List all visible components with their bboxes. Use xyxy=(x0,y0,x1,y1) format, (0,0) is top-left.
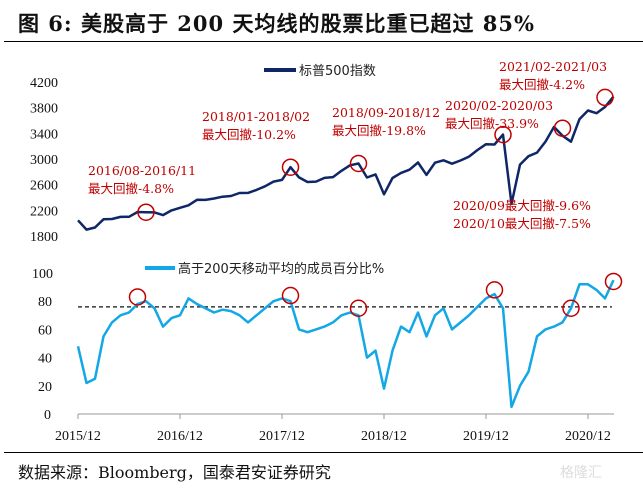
breadth-circle xyxy=(485,281,504,299)
source-rule xyxy=(4,452,643,453)
annotation-2018-09: 2018/09-2018/12 最大回撤-19.8% xyxy=(332,105,441,138)
breadth-circle xyxy=(562,299,580,317)
x-tick-label: 2019/12 xyxy=(463,429,509,444)
y-tick-bottom: 40 xyxy=(38,352,52,367)
y-tick-top: 3400 xyxy=(30,127,58,142)
title-rule xyxy=(4,41,643,42)
drawdown-circle xyxy=(281,158,300,176)
breadth-circle xyxy=(604,272,623,291)
legend-label-sp500: 标普500指数 xyxy=(299,64,376,79)
drawdown-circle xyxy=(596,88,614,107)
y-tick-top: 2600 xyxy=(30,179,58,194)
y-tick-top: 3000 xyxy=(30,153,58,168)
y-tick-top: 3800 xyxy=(30,102,58,117)
drawdown-circle xyxy=(137,203,155,221)
annotation-2016: 2016/08-2016/11 最大回撤-4.8% xyxy=(88,163,197,196)
x-tick-label: 2020/12 xyxy=(565,429,611,444)
y-tick-bottom: 20 xyxy=(38,380,52,395)
y-tick-bottom: 0 xyxy=(44,408,51,423)
y-tick-top: 1800 xyxy=(30,230,58,245)
legend-label-breadth: 高于200天移动平均的成员百分比% xyxy=(178,261,384,277)
figure-title: 图 6: 美股高于 200 天均线的股票比重已超过 85% xyxy=(18,11,535,36)
y-tick-top: 4200 xyxy=(30,76,58,91)
annotation-2018-01: 2018/01-2018/02 最大回撤-10.2% xyxy=(202,109,311,142)
drawdown-circle xyxy=(494,125,512,144)
drawdown-circle xyxy=(553,119,572,137)
breadth-circle xyxy=(128,288,147,306)
watermark: 格隆汇 xyxy=(560,465,602,481)
y-tick-top: 2200 xyxy=(30,204,58,219)
annotation-2020-02: 2020/02-2020/03 最大回撤-33.9% xyxy=(445,98,554,131)
breadth-circle xyxy=(349,299,368,317)
y-tick-bottom: 80 xyxy=(38,295,52,310)
annotation-2020-09: 2020/09最大回撤-9.6% 2020/10最大回撤-7.5% xyxy=(453,198,591,231)
y-tick-bottom: 60 xyxy=(38,323,52,338)
y-tick-bottom: 100 xyxy=(32,267,53,282)
x-tick-label: 2017/12 xyxy=(259,429,305,444)
drawdown-circle xyxy=(349,154,368,173)
x-tick-label: 2015/12 xyxy=(55,429,101,444)
breadth-circle xyxy=(281,286,300,305)
sp500-line xyxy=(77,95,615,231)
x-tick-label: 2018/12 xyxy=(361,429,407,444)
source-note: 数据来源：Bloomberg，国泰君安证券研究 xyxy=(18,463,331,482)
x-tick-label: 2016/12 xyxy=(157,429,203,444)
breadth-line xyxy=(76,279,615,409)
annotation-2021-02: 2021/02-2021/03 最大回撤-4.2% xyxy=(499,59,608,92)
